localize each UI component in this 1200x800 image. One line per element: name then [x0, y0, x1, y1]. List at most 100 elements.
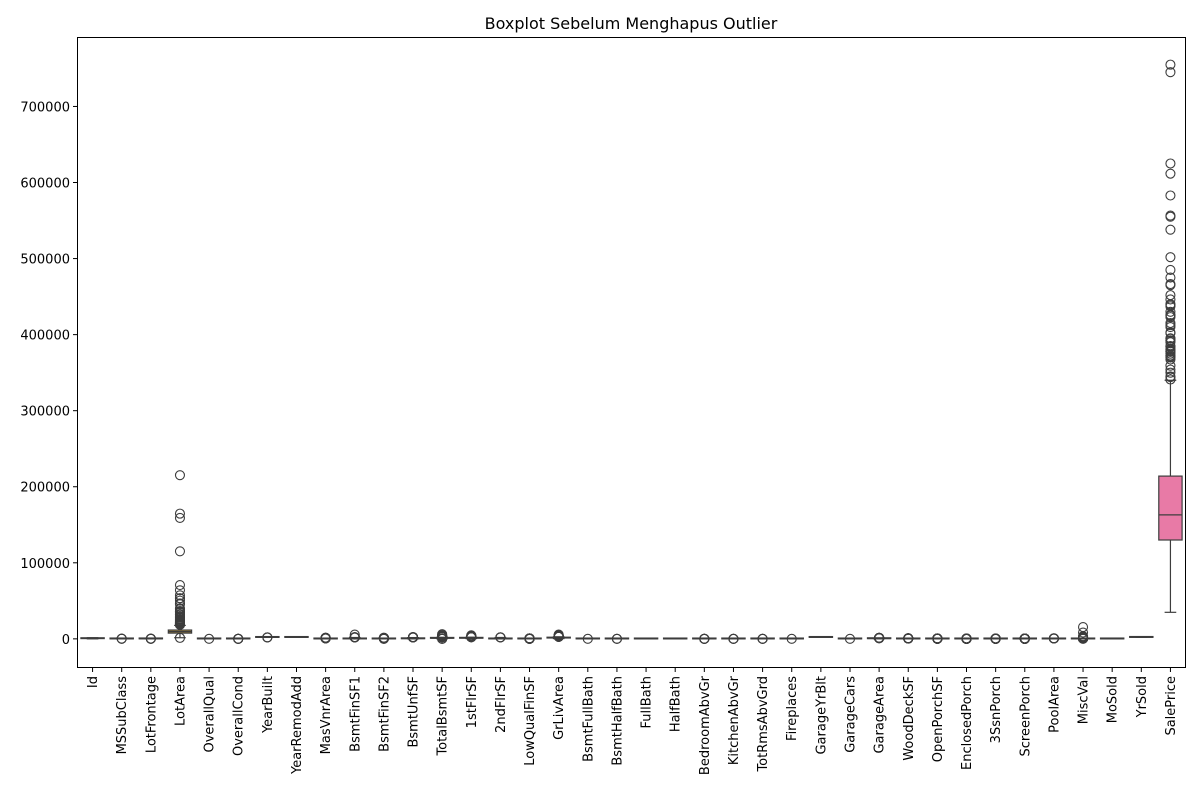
outlier-point [1165, 372, 1176, 383]
box-MiscVal [1070, 622, 1096, 644]
x-tick-label: LotArea [173, 676, 188, 726]
outlier-point [1077, 633, 1089, 644]
chart-title: Boxplot Sebelum Menghapus Outlier [485, 14, 778, 33]
x-axis: Id MSSubClass LotFrontage LotArea OverallQua… [86, 667, 1179, 775]
x-tick-label: MasVnrArea [319, 676, 334, 754]
x-tick-label: Id [86, 676, 101, 688]
outlier-point [582, 633, 593, 644]
outlier-point [1165, 306, 1176, 317]
box-BsmtFullBath [575, 633, 601, 644]
outlier-point [1165, 252, 1176, 263]
x-tick-label: GarageCars [843, 676, 858, 753]
box-FullBath [633, 637, 659, 640]
outlier-point [1165, 354, 1176, 365]
x-tick-label: BsmtUnfSF [407, 676, 422, 748]
outlier-point [174, 512, 186, 523]
y-tick-label: 200000 [20, 481, 70, 496]
box-HalfBath [662, 637, 688, 640]
outlier-point [1165, 211, 1176, 222]
outlier-point [1165, 367, 1176, 378]
box-OverallCond [225, 633, 251, 644]
box-BsmtUnfSF [400, 632, 426, 643]
outlier-point [204, 633, 215, 644]
x-tick-label: MiscVal [1077, 676, 1092, 724]
box-EnclosedPorch [954, 633, 979, 644]
outlier-point [174, 632, 186, 643]
box-2ndFlrSF [488, 632, 513, 643]
outlier-point [1165, 264, 1176, 276]
outlier-point [1165, 364, 1176, 375]
box-LowQualFinSF [517, 633, 542, 644]
y-tick-label: 700000 [20, 100, 70, 115]
outlier-point [1165, 312, 1176, 323]
outlier-point [1165, 158, 1176, 169]
outlier-point [961, 633, 972, 644]
box-LotArea [167, 470, 193, 643]
box-YearBuilt [255, 632, 280, 643]
x-tick-label: LowQualFinSF [523, 676, 538, 766]
x-tick-label: BedroomAbvGr [698, 675, 713, 775]
x-tick-label: Fireplaces [785, 676, 800, 741]
outlier-point [1165, 280, 1176, 291]
box-YearRemodAdd [284, 635, 309, 638]
outlier-point [553, 631, 564, 642]
x-tick-label: BsmtFinSF1 [348, 676, 363, 752]
outlier-point [407, 632, 419, 643]
x-tick-label: TotRmsAbvGrd [756, 676, 771, 773]
y-axis: 0 100000 200000 300000 400000 500000 600000 700… [20, 100, 78, 648]
x-tick-label: HalfBath [669, 676, 684, 732]
x-tick-label: KitchenAbvGr [727, 675, 742, 765]
box-GarageYrBlt [808, 635, 834, 639]
outlier-point [378, 633, 389, 644]
box-WoodDeckSF [895, 633, 921, 644]
outlier-point [1165, 374, 1176, 385]
box-KitchenAbvGr [721, 633, 746, 644]
outlier-point [233, 633, 244, 644]
outlier-point [145, 633, 156, 644]
outlier-point [728, 633, 739, 644]
box-GarageArea [866, 632, 892, 644]
box-PoolArea [1041, 633, 1067, 644]
x-tick-label: LotFrontage [144, 676, 159, 753]
outlier-point [932, 633, 943, 644]
outlier-point [1165, 190, 1176, 201]
outlier-point [1165, 59, 1176, 70]
outlier-point [349, 632, 360, 643]
outlier-point [1165, 360, 1176, 371]
outlier-point [524, 633, 535, 644]
x-tick-label: OpenPorchSF [931, 676, 946, 762]
outlier-point [1165, 67, 1176, 78]
outlier-point [174, 470, 186, 481]
y-tick-label: 600000 [20, 177, 70, 192]
outlier-point [437, 633, 448, 644]
outlier-point [990, 633, 1001, 644]
box-GarageCars [837, 633, 863, 644]
box-MasVnrArea [313, 632, 338, 644]
outlier-point [174, 579, 186, 591]
x-tick-label: TotalBsmtSF [436, 676, 451, 757]
x-tick-label: MoSold [1106, 676, 1121, 723]
x-tick-label: 2ndFlrSF [494, 676, 509, 733]
outlier-point [1048, 633, 1059, 644]
x-tick-label: GarageYrBlt [814, 676, 829, 755]
box-OpenPorchSF [925, 633, 950, 644]
outlier-point [1165, 272, 1176, 283]
outlier-point [844, 633, 856, 644]
box-MSSubClass [109, 633, 134, 644]
x-tick-label: 3SsnPorch [989, 676, 1004, 743]
x-tick-label: ScreenPorch [1018, 676, 1033, 756]
outlier-point [1165, 294, 1176, 305]
outlier-point [466, 632, 477, 643]
y-tick-label: 100000 [20, 557, 70, 572]
box-GrLivArea [546, 629, 571, 642]
x-tick-label: GarageArea [873, 676, 888, 754]
x-tick-label: WoodDeckSF [902, 676, 917, 761]
box-YrSold [1129, 635, 1154, 638]
x-tick-label: OverallQual [203, 676, 218, 753]
box-1stFlrSF [459, 630, 484, 643]
box-Id [80, 637, 105, 640]
box-ScreenPorch [1012, 633, 1038, 644]
outlier-point [611, 633, 622, 644]
outlier-point [757, 633, 768, 644]
